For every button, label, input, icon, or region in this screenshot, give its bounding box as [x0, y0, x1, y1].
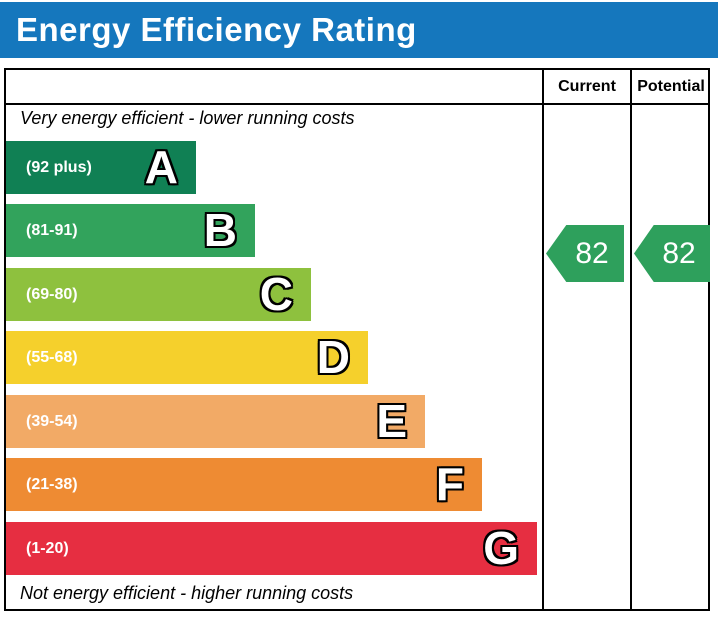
band-d-letter: D — [316, 330, 350, 383]
band-c-range-label: (69-80) — [26, 285, 78, 303]
column-header-current: Current — [558, 77, 616, 95]
column-divider-potential — [630, 70, 632, 609]
band-e-letter: E — [376, 394, 407, 447]
bottom-caption: Not energy efficient - higher running co… — [20, 583, 354, 603]
rating-table: Current Potential Very energy efficient … — [4, 68, 710, 611]
band-a: (92 plus) A — [6, 141, 196, 194]
title-bar: Energy Efficiency Rating — [0, 2, 718, 58]
current-rating-value: 82 — [575, 236, 609, 270]
band-a-letter: A — [144, 140, 178, 193]
column-header-potential: Potential — [637, 77, 705, 95]
column-divider-current — [542, 70, 544, 609]
band-c: (69-80) C — [6, 268, 311, 321]
band-e-range-label: (39-54) — [26, 412, 78, 430]
band-f: (21-38) F — [6, 458, 482, 511]
band-a-range-label: (92 plus) — [26, 158, 92, 176]
band-e: (39-54) E — [6, 395, 425, 448]
band-c-letter: C — [259, 267, 293, 320]
current-rating-arrow: 82 — [546, 225, 624, 282]
potential-rating-value: 82 — [662, 236, 696, 270]
band-g-range-label: (1-20) — [26, 539, 69, 557]
band-b-letter: B — [203, 203, 237, 256]
band-g: (1-20) G — [6, 522, 537, 575]
band-f-range-label: (21-38) — [26, 475, 78, 493]
band-b-range-label: (81-91) — [26, 221, 78, 239]
band-b: (81-91) B — [6, 204, 255, 257]
header-underline — [6, 103, 708, 105]
band-d-range-label: (55-68) — [26, 348, 78, 366]
band-f-letter: F — [435, 457, 464, 510]
potential-rating-arrow: 82 — [634, 225, 710, 282]
band-g-letter: G — [483, 521, 519, 574]
top-caption: Very energy efficient - lower running co… — [20, 108, 355, 128]
page-title: Energy Efficiency Rating — [16, 11, 417, 48]
band-d: (55-68) D — [6, 331, 368, 384]
